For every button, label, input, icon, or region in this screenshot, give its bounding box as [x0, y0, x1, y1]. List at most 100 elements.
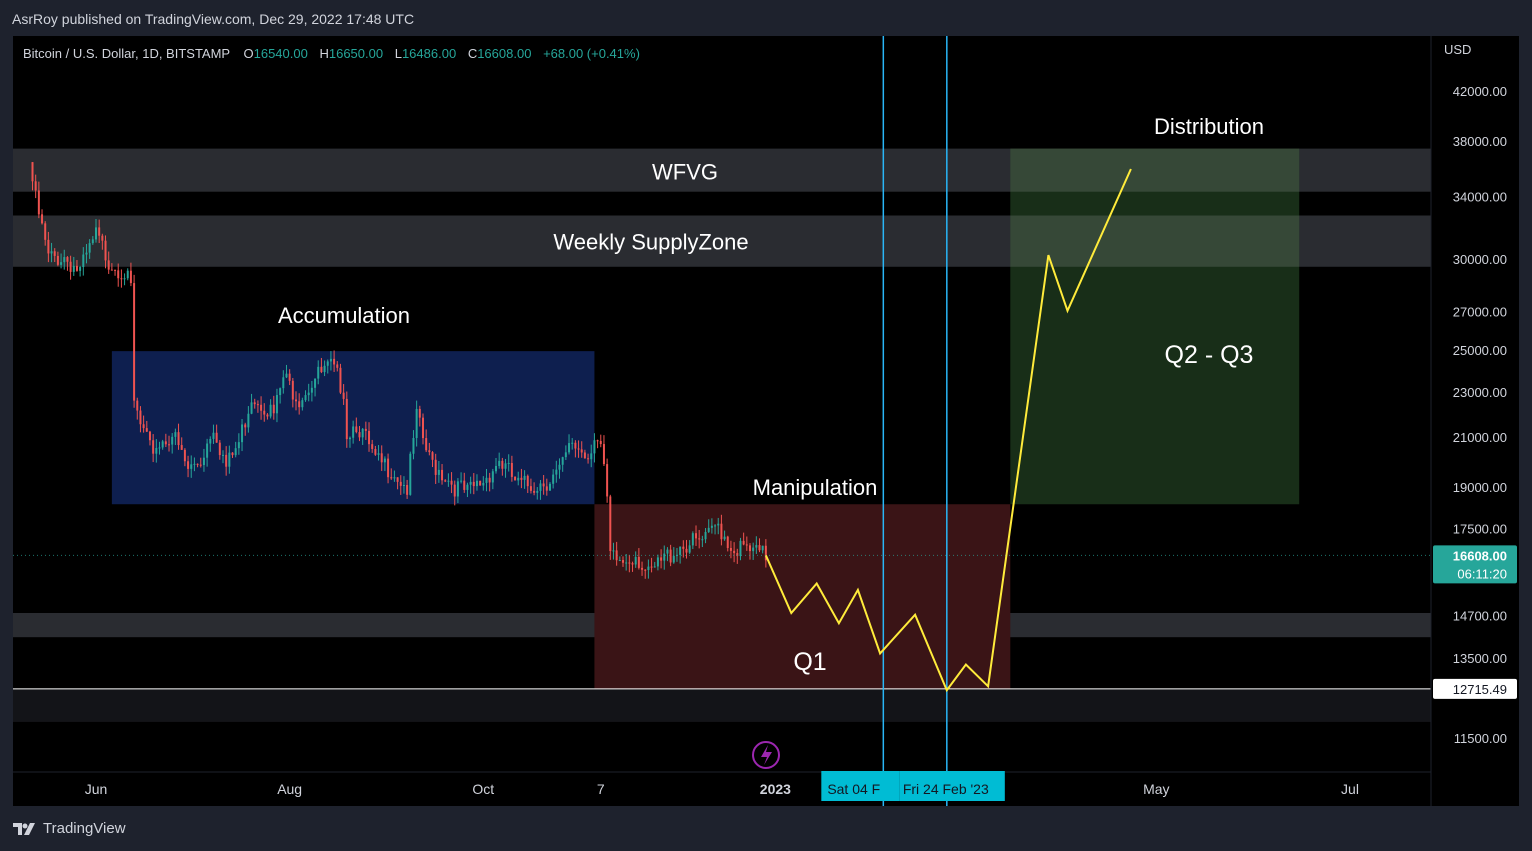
- candle-body: [593, 440, 596, 454]
- candle-body: [564, 452, 567, 458]
- candle-body: [571, 442, 574, 444]
- candle-body: [339, 367, 342, 393]
- candle-body: [380, 453, 383, 463]
- candle-body: [383, 458, 386, 463]
- tradingview-logo[interactable]: TradingView: [13, 820, 126, 837]
- time-tick-label: 7: [597, 781, 605, 797]
- candle-body: [107, 260, 110, 270]
- candle-body: [295, 399, 298, 402]
- candles-layer: [31, 162, 767, 579]
- distribution-overlap: [1010, 148, 1300, 192]
- candle-body: [634, 556, 637, 565]
- candle-body: [517, 477, 520, 481]
- candle-body: [342, 392, 345, 399]
- candle-body: [333, 358, 336, 365]
- manipulation-box: [594, 504, 1011, 689]
- chart-panel[interactable]: WFVG Weekly SupplyZone Accumulation Manipul…: [13, 36, 1519, 806]
- candle-body: [282, 377, 285, 389]
- candle-body: [475, 480, 478, 487]
- candle-body: [679, 546, 682, 555]
- candle-body: [602, 444, 605, 465]
- candle-body: [752, 547, 755, 552]
- legend-change: +68.00 (+0.41%): [543, 46, 640, 61]
- candle-body: [472, 481, 475, 487]
- candle-body: [177, 432, 180, 446]
- supply-zone-label: Weekly SupplyZone: [553, 229, 748, 254]
- candle-body: [561, 457, 564, 465]
- candle-body: [307, 392, 310, 396]
- price-tick-label: 17500.00: [1453, 521, 1507, 536]
- candle-body: [698, 538, 701, 540]
- candle-body: [123, 278, 126, 280]
- candle-body: [371, 444, 374, 450]
- candle-body: [91, 239, 94, 244]
- legend-open-label: O: [243, 46, 253, 61]
- replay-icon[interactable]: [752, 741, 780, 769]
- candle-body: [317, 366, 320, 379]
- price-chart[interactable]: WFVG Weekly SupplyZone Accumulation Manipul…: [13, 36, 1519, 806]
- candle-body: [510, 462, 513, 477]
- candle-body: [304, 395, 307, 401]
- candle-body: [269, 404, 272, 417]
- last-price-value: 16608.00: [1453, 548, 1507, 563]
- candle-body: [364, 428, 367, 431]
- candle-body: [755, 545, 758, 548]
- wfvg-label: WFVG: [652, 160, 718, 185]
- candle-body: [514, 476, 517, 481]
- candle-body: [288, 373, 291, 381]
- legend-symbol: Bitcoin / U.S. Dollar, 1D, BITSTAMP: [23, 46, 230, 61]
- candle-body: [606, 464, 609, 497]
- candle-body: [460, 480, 463, 482]
- candle-body: [520, 477, 523, 480]
- candle-body: [323, 365, 326, 373]
- candle-body: [345, 398, 348, 440]
- candle-body: [145, 428, 148, 432]
- candle-body: [79, 267, 82, 271]
- candle-body: [529, 486, 532, 491]
- price-tick-label: 42000.00: [1453, 84, 1507, 99]
- candle-body: [428, 450, 431, 453]
- candle-body: [212, 432, 215, 439]
- price-tick-label: 23000.00: [1453, 385, 1507, 400]
- candle-body: [348, 437, 351, 440]
- candle-body: [733, 550, 736, 554]
- candle-body: [209, 438, 212, 444]
- candle-body: [552, 474, 555, 484]
- candle-body: [736, 553, 739, 557]
- candle-body: [206, 443, 209, 458]
- candle-body: [225, 454, 228, 467]
- candle-body: [587, 458, 590, 460]
- candle-body: [358, 432, 361, 438]
- candle-body: [583, 452, 586, 459]
- candle-body: [126, 270, 129, 279]
- candle-body: [291, 380, 294, 400]
- candle-body: [469, 481, 472, 485]
- vline-label-1: Sat 04 F: [827, 781, 880, 797]
- candle-body: [168, 444, 171, 446]
- candle-body: [682, 546, 685, 549]
- candle-body: [498, 460, 501, 466]
- candle-body: [285, 373, 288, 378]
- candle-body: [742, 540, 745, 545]
- accumulation-label: Accumulation: [278, 303, 410, 328]
- candle-body: [612, 550, 615, 552]
- candle-body: [577, 448, 580, 450]
- candle-body: [244, 424, 247, 428]
- candle-body: [444, 480, 447, 482]
- candle-body: [396, 477, 399, 482]
- candle-body: [263, 410, 266, 415]
- candle-body: [568, 443, 571, 453]
- candle-body: [479, 480, 482, 486]
- price-tick-label: 34000.00: [1453, 190, 1507, 205]
- candle-body: [402, 485, 405, 487]
- candle-body: [199, 464, 202, 466]
- candle-body: [726, 536, 729, 548]
- distribution-overlap: [1010, 215, 1300, 267]
- price-tick-label: 25000.00: [1453, 343, 1507, 358]
- level-badge: [1433, 678, 1517, 699]
- candle-body: [85, 252, 88, 255]
- time-tick-label: May: [1143, 781, 1169, 797]
- legend-close-label: C: [468, 46, 477, 61]
- candle-body: [650, 566, 653, 568]
- candle-body: [488, 477, 491, 483]
